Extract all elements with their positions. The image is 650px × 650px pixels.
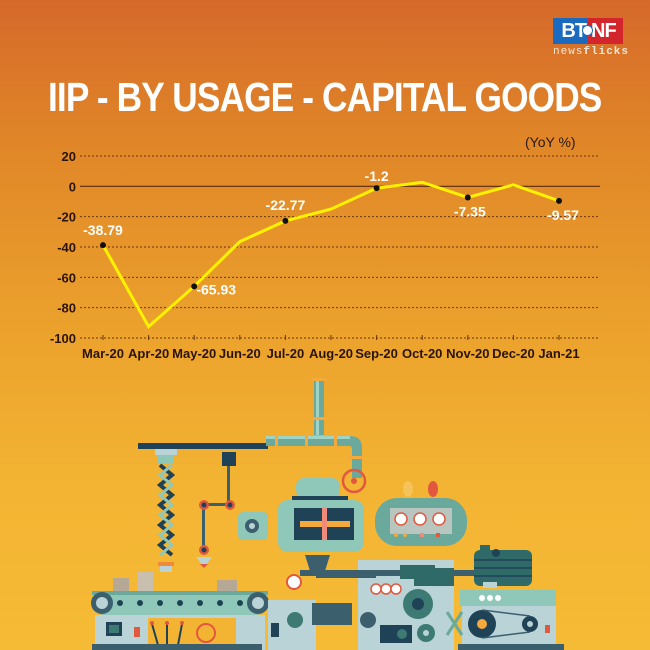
cargo-box [137,572,153,592]
x-tick-label: Mar-20 [82,346,124,361]
y-tick-label: -60 [57,270,76,285]
alarm-light-icon [428,481,438,497]
data-point-marker [191,283,198,290]
data-value-label: -38.79 [83,222,123,238]
electric-motor [474,545,532,588]
pipe-system [266,378,367,494]
data-value-label: -1.2 [365,168,389,184]
robotic-arm [196,452,236,568]
gear-icon [360,612,376,628]
logo-nf-text: NF [588,18,623,44]
chart-title: IIP - BY USAGE - CAPITAL GOODS [48,74,602,120]
x-tick-label: Apr-20 [128,346,169,361]
x-tick-label: May-20 [172,346,216,361]
gearbox-machine [238,478,364,552]
valve-wheel-icon [341,468,367,494]
cargo-box [113,578,129,592]
logo-sub-bold: flicks [583,46,630,58]
data-value-label: -65.93 [196,281,236,297]
scissor-lift [155,449,177,572]
y-unit-label: (YoY %) [525,134,576,150]
x-tick-label: Nov-20 [446,346,489,361]
data-point-marker [100,242,106,249]
x-tick-label: Aug-20 [309,346,353,361]
x-axis-ticks: Mar-20 Apr-20 May-20 Jun-20 Jul-20 Aug-20 Sep-… [82,335,580,361]
x-tick-label: Oct-20 [402,346,442,361]
data-point-marker [282,217,289,224]
data-markers [100,185,562,290]
steering-wheel-icon [196,623,216,643]
spindle-shaft [305,555,454,586]
y-tick-label: -20 [57,210,76,225]
logo-sub-light: news [553,46,584,58]
data-value-label: -7.35 [454,203,486,219]
y-tick-label: 0 [69,179,76,194]
belt-drive-base [458,590,564,650]
data-labels: -38.79 -65.93 -22.77 -1.2 -7.35 -9.57 [83,168,579,297]
cargo-box [217,580,237,592]
y-tick-label: -80 [57,301,76,316]
x-tick-label: Jul-20 [267,346,305,361]
y-tick-label: -100 [50,331,76,346]
conveyor-belt [91,591,269,615]
machinery-illustration [91,378,564,650]
series-line [101,180,560,329]
globe-icon [582,25,593,36]
x-tick-label: Sep-20 [355,346,398,361]
logo-box: BT NF [553,18,623,44]
data-point-marker [556,197,562,204]
gauge-tank [375,481,467,546]
y-tick-label: -40 [57,240,76,255]
data-value-label: -9.57 [547,207,579,223]
y-tick-label: 20 [62,149,76,164]
warning-light-icon [403,481,413,497]
btnf-logo: BT NF newsflicks [553,18,628,63]
overhead-beam [138,443,268,449]
pressure-gauge-icon [286,574,302,590]
data-value-label: -22.77 [266,197,306,213]
y-axis-ticks: 20 0 -20 -40 -60 -80 -100 [50,149,76,346]
support-column [268,574,352,650]
line-chart: 200-20-40-60-80-100 Mar-20 Apr-20 May-20 Ju… [50,149,600,361]
data-point-marker [373,185,380,192]
x-tick-label: Jun-20 [219,346,261,361]
chart-gridlines [80,155,600,339]
logo-subtitle: newsflicks [553,46,628,58]
x-tick-label: Dec-20 [492,346,535,361]
x-tick-label: Jan-21 [538,346,579,361]
data-point-marker [464,194,471,201]
